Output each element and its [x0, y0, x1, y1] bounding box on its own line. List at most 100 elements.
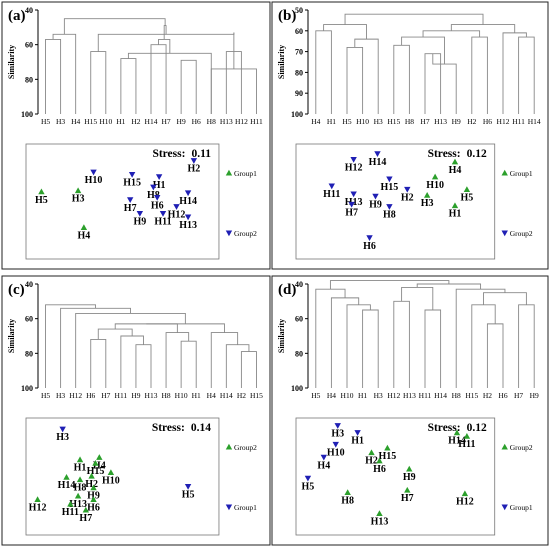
mds-point-label: H15	[123, 178, 141, 189]
leaf-label: H12	[235, 117, 248, 126]
leaf-label: H6	[192, 117, 201, 126]
y-tick-label: 100	[21, 384, 33, 393]
mds-point-marker	[126, 197, 134, 203]
mds-point-label: H8	[147, 190, 160, 201]
mds-point-label: H12	[456, 497, 474, 508]
mds-point-marker	[350, 156, 357, 163]
y-tick-label: 80	[295, 349, 303, 358]
mds-point-marker	[406, 465, 413, 472]
mds-point-marker	[368, 449, 375, 456]
leaf-label: H5	[311, 391, 320, 400]
mds-point-marker	[374, 151, 381, 157]
mds-point-marker	[92, 459, 99, 466]
dendrogram-link	[150, 44, 167, 114]
stress-text: Stress: 0.12	[428, 422, 487, 434]
leaf-label: H5	[342, 117, 351, 126]
legend-marker	[225, 443, 233, 450]
leaf-label: H13	[403, 391, 416, 400]
stress-value: 0.12	[467, 422, 487, 434]
mds-point-label: H8	[383, 210, 396, 221]
mds-point-label: H13	[371, 516, 389, 527]
mds-point-label: H6	[373, 464, 386, 475]
mds-point-label: H6	[87, 502, 100, 513]
leaf-label: H10	[99, 117, 112, 126]
stress-value: 0.12	[467, 148, 487, 160]
mds-point-marker	[384, 444, 391, 451]
leaf-label: H7	[514, 391, 523, 400]
mds-point-marker	[451, 202, 459, 209]
mds-point-marker	[76, 456, 84, 463]
panel-frame	[1, 1, 271, 270]
mds-point-label: H4	[317, 460, 330, 471]
mds-point-marker	[431, 173, 439, 180]
stress-label: Stress:	[152, 148, 185, 160]
stress-text: Stress: 0.12	[428, 148, 487, 160]
mds-point-label: H4	[77, 230, 90, 241]
leaf-label: H1	[327, 117, 336, 126]
leaf-label: H2	[237, 391, 246, 400]
mds-point-marker	[74, 187, 82, 194]
mds-point-label: H15	[379, 451, 397, 462]
mds-point-marker	[76, 476, 84, 483]
dendrogram-link	[52, 33, 77, 114]
mds-point-marker	[67, 500, 74, 507]
leaf-label: H13	[220, 117, 233, 126]
leaf-label: H9	[530, 391, 539, 400]
legend-label: Group2	[234, 443, 257, 452]
leaf-label: H1	[192, 391, 201, 400]
mds-point-label: H2	[365, 456, 378, 467]
mds-point-label: H3	[56, 432, 69, 443]
dendrogram-link	[45, 39, 62, 114]
mds-point-marker	[334, 423, 341, 429]
dendrogram-link	[75, 313, 186, 388]
mds-point-marker	[34, 496, 41, 502]
mds-point-marker	[82, 506, 90, 513]
y-tick-label: 60	[295, 315, 303, 324]
leaf-label: H13	[434, 117, 447, 126]
mds-point-label: H7	[345, 207, 358, 218]
mds-point-label: H5	[182, 490, 195, 501]
leaf-label: H2	[483, 391, 492, 400]
panel-label: (d)	[278, 282, 296, 298]
leaf-label: H3	[56, 391, 65, 400]
mds-point-marker	[90, 484, 97, 491]
y-tick-label: 100	[291, 384, 303, 393]
leaf-label: H9	[131, 391, 140, 400]
dendrogram-link	[45, 304, 97, 388]
dendrogram-link	[97, 328, 133, 340]
dendrogram-link	[97, 32, 235, 52]
leaf-label: H9	[452, 117, 461, 126]
y-tick-label: 40	[295, 280, 303, 289]
leaf-label: H9	[177, 117, 186, 126]
leaf-label: H13	[145, 391, 158, 400]
mds-point-marker	[107, 469, 115, 476]
mds-point-label: H10	[85, 175, 103, 186]
leaf-label: H12	[497, 117, 510, 126]
mds-point-marker	[366, 235, 373, 241]
y-axis-label: Similarity	[7, 45, 16, 79]
mds-point-marker	[386, 204, 393, 210]
mds-point-label: H11	[458, 439, 475, 450]
y-tick-label: 80	[295, 68, 303, 77]
legend-label: Group1	[234, 503, 257, 512]
leaf-label: H11	[250, 117, 263, 126]
mds-point-marker	[320, 454, 328, 461]
mds-point-label: H10	[102, 476, 120, 487]
mds-point-label: H10	[426, 180, 444, 191]
mds-point-label: H14	[179, 196, 197, 207]
mds-point-marker	[59, 426, 66, 433]
y-tick-label: 40	[25, 280, 33, 289]
mds-point-marker	[376, 457, 383, 464]
leaf-label: H15	[250, 391, 263, 400]
mds-point-label: H1	[449, 209, 462, 220]
panel-frame	[271, 1, 549, 270]
legend-marker	[501, 504, 508, 511]
stress-label: Stress:	[428, 148, 461, 160]
stress-text: Stress: 0.14	[152, 422, 211, 434]
leaf-label: H12	[69, 391, 82, 400]
mds-point-marker	[354, 430, 361, 436]
mds-point-label: H11	[154, 217, 171, 228]
leaf-label: H5	[41, 391, 50, 400]
